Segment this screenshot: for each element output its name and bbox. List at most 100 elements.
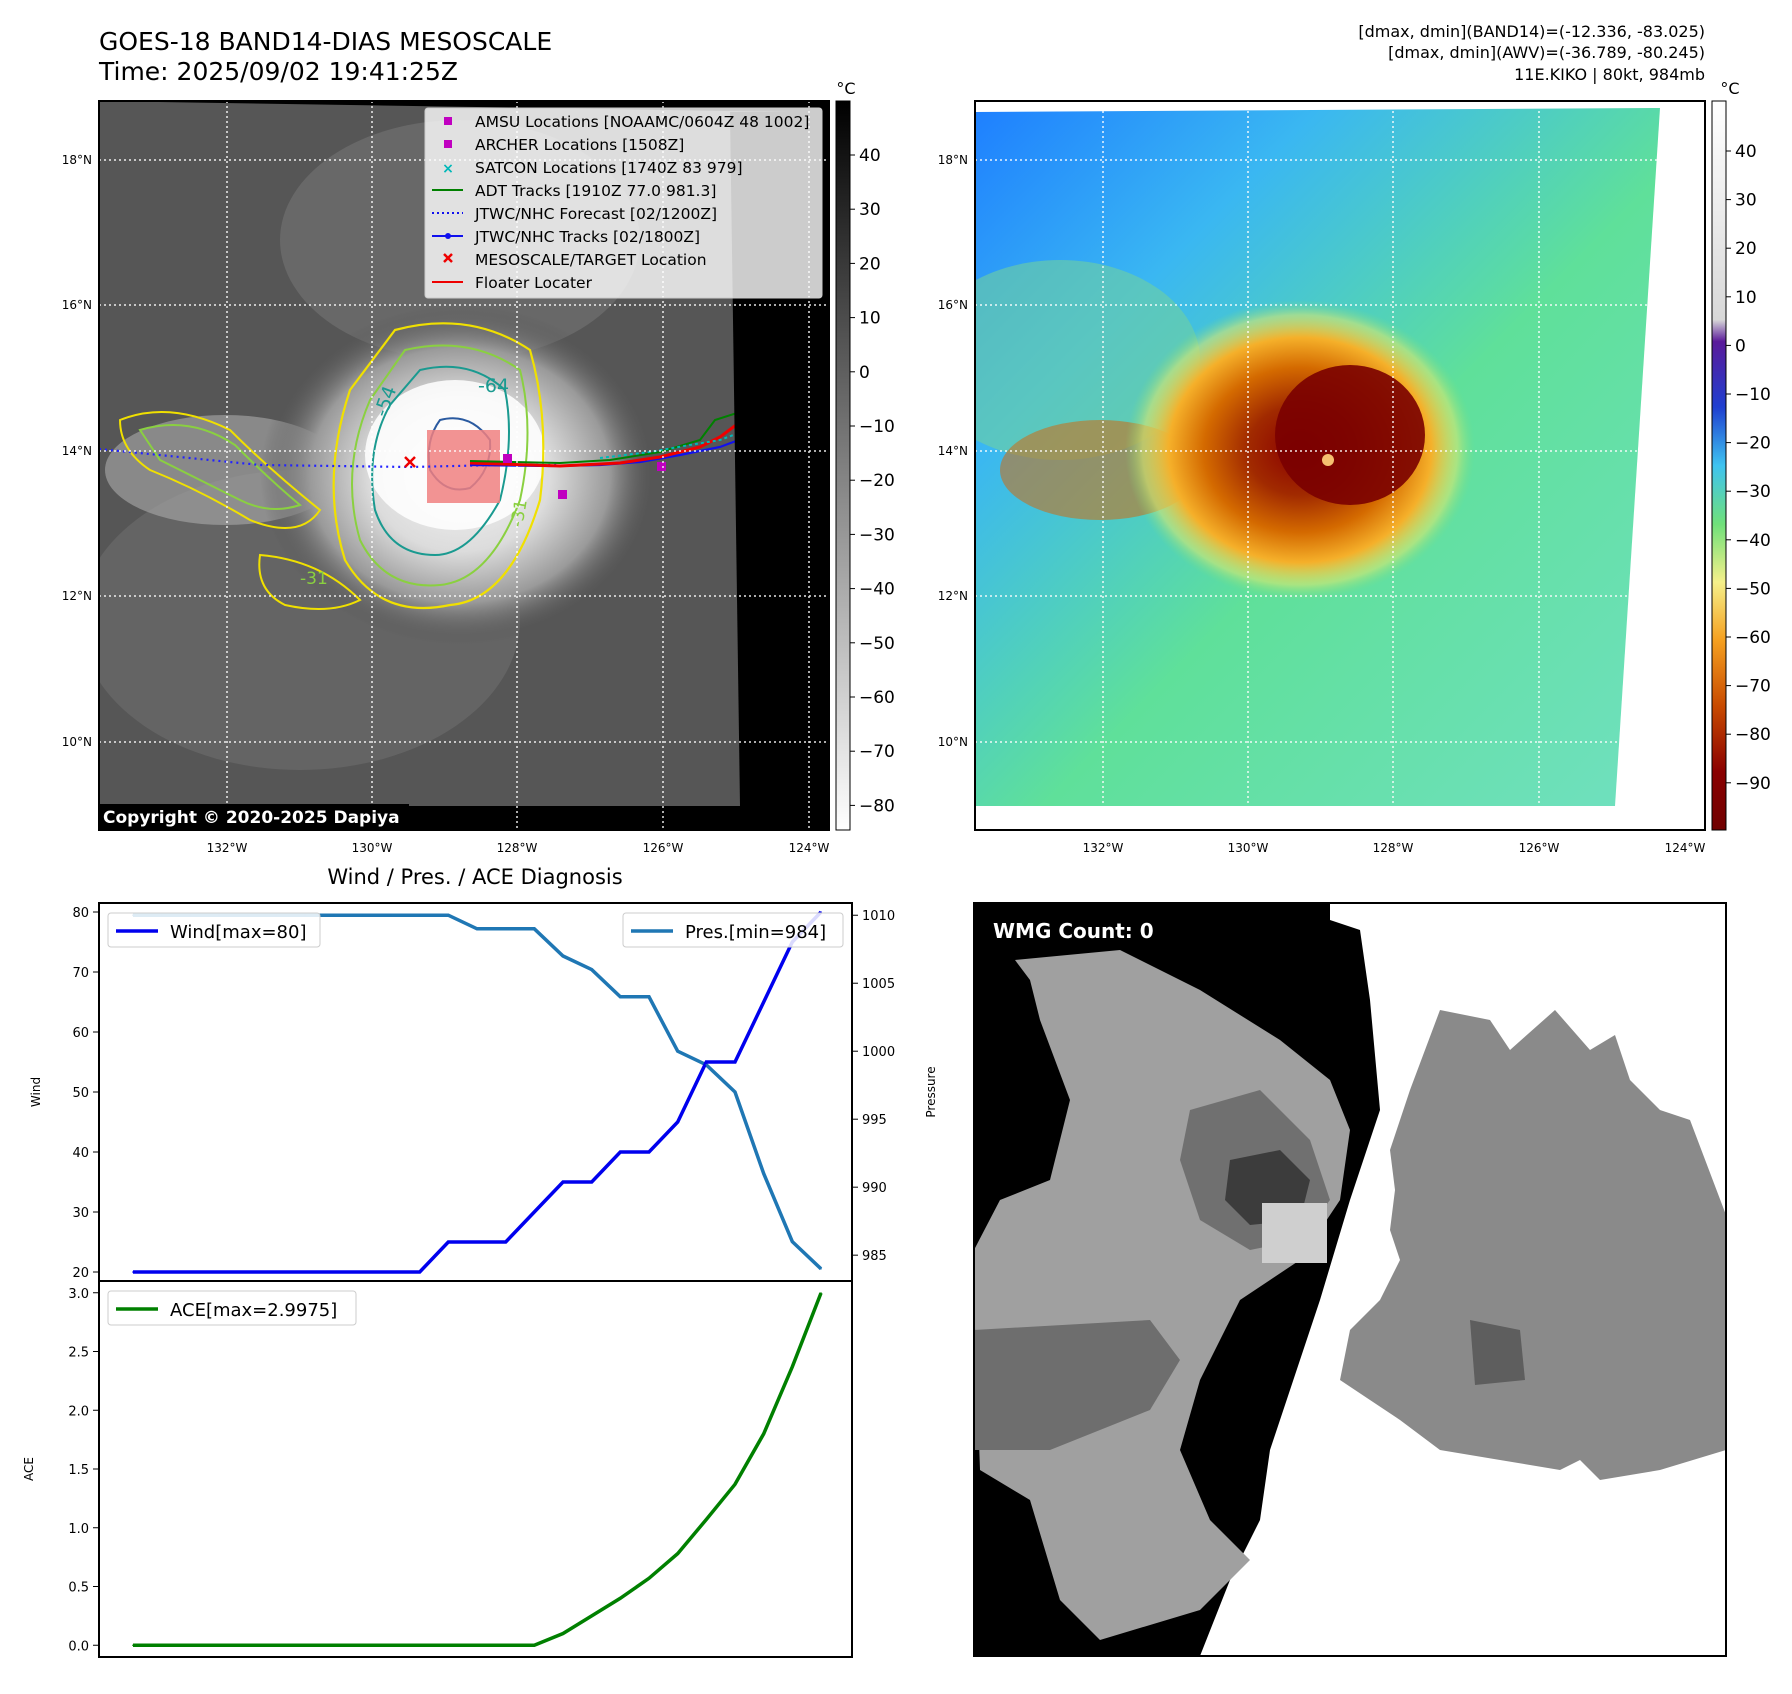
wind-point bbox=[332, 1271, 335, 1273]
color-colorbar-tick-label: −60 bbox=[1735, 628, 1771, 648]
color-colorbar-tick-label: −80 bbox=[1735, 725, 1771, 745]
ace-point bbox=[590, 1615, 593, 1617]
ace-point bbox=[762, 1432, 765, 1435]
ace-point bbox=[418, 1644, 421, 1647]
ace-point bbox=[132, 1644, 134, 1647]
map2-lat-18n: 18°N bbox=[938, 153, 968, 167]
wind-point bbox=[390, 1271, 392, 1273]
wind-y-tick-label: 80 bbox=[72, 906, 89, 921]
color-colorbar-tick-label: 10 bbox=[1735, 288, 1757, 308]
gray-colorbar-tick-label: 10 bbox=[859, 309, 881, 329]
color-colorbar-unit: °C bbox=[1720, 79, 1739, 98]
gray-colorbar-ramp bbox=[835, 100, 851, 831]
ir-color-map-panel: 18°N 16°N 14°N 12°N 10°N 132°W 130°W 128… bbox=[938, 100, 1706, 855]
gray-colorbar-tick-label: −80 bbox=[859, 796, 895, 816]
amsu-marker bbox=[503, 454, 512, 463]
gray-colorbar-tick-label: 20 bbox=[859, 254, 881, 274]
wind-legend-label: Wind[max=80] bbox=[170, 922, 307, 943]
ace-axis-label: ACE bbox=[22, 1457, 36, 1481]
wind-y-ticks: 80 70 60 50 40 30 20 bbox=[72, 906, 99, 1281]
wind-point bbox=[132, 1271, 134, 1273]
ace-point bbox=[676, 1552, 679, 1555]
lat-label-14n: 14°N bbox=[62, 444, 92, 458]
wind-data-points bbox=[132, 911, 822, 1273]
gray-colorbar-tick-label: −30 bbox=[859, 525, 895, 545]
legend-symbol-archer bbox=[444, 140, 452, 148]
pressure-legend-label: Pres.[min=984] bbox=[685, 922, 826, 943]
wind-point bbox=[304, 1271, 306, 1273]
ace-point bbox=[275, 1644, 278, 1647]
wind-legend-box bbox=[107, 912, 321, 948]
map2-lon-130w: 130°W bbox=[1228, 841, 1269, 855]
wind-point bbox=[705, 1061, 708, 1063]
legend-label-nhc-track: JTWC/NHC Tracks [02/1800Z] bbox=[474, 228, 700, 246]
ir-eye bbox=[1322, 454, 1334, 466]
wind-y-tick-label: 20 bbox=[72, 1266, 89, 1281]
pressure-point bbox=[791, 1240, 794, 1243]
ace-y-tick-label: 0.0 bbox=[68, 1639, 89, 1654]
wind-point bbox=[734, 1061, 736, 1063]
wind-y-tick-label: 30 bbox=[72, 1206, 89, 1221]
legend-label-target: MESOSCALE/TARGET Location bbox=[475, 251, 707, 269]
ace-point bbox=[189, 1644, 192, 1647]
pressure-point bbox=[820, 1267, 822, 1270]
wind-point bbox=[533, 1211, 536, 1213]
ace-point bbox=[562, 1632, 564, 1635]
color-colorbar-tick-label: −20 bbox=[1735, 434, 1771, 454]
ace-point bbox=[332, 1644, 335, 1647]
pressure-point bbox=[562, 955, 564, 957]
gray-colorbar-tick-label: 30 bbox=[859, 200, 881, 220]
wmg-count-label: WMG Count: 0 bbox=[993, 919, 1154, 943]
ace-point bbox=[447, 1644, 450, 1647]
ace-point bbox=[218, 1644, 220, 1647]
ace-point bbox=[791, 1365, 794, 1368]
wind-y-tick-label: 60 bbox=[72, 1026, 89, 1041]
wind-point bbox=[820, 911, 822, 913]
ace-y-tick-label: 2.0 bbox=[68, 1404, 89, 1419]
pressure-point bbox=[447, 914, 450, 917]
lon-label-128w: 128°W bbox=[497, 841, 538, 855]
pressure-point bbox=[418, 914, 421, 917]
gray-colorbar: °C 40 30 20 10 0 −10 −20 −30 −40 −50 −60 −70 −80 bbox=[835, 79, 895, 831]
wind-legend: Wind[max=80] bbox=[107, 912, 321, 948]
wmg-frame bbox=[973, 902, 1727, 1657]
ace-y-tick-label: 0.5 bbox=[68, 1581, 89, 1596]
legend-label-floater: Floater Locater bbox=[475, 274, 593, 292]
pressure-point bbox=[705, 1064, 708, 1066]
ace-point bbox=[533, 1644, 536, 1647]
wind-point bbox=[476, 1241, 478, 1243]
lat-label-16n: 16°N bbox=[62, 298, 92, 312]
archer-marker-2 bbox=[657, 462, 666, 471]
wind-point bbox=[160, 1271, 163, 1273]
wind-y-tick-label: 50 bbox=[72, 1086, 89, 1101]
wmg-panel: WMG Count: 0 bbox=[973, 902, 1727, 1657]
diagnosis-title: Wind / Pres. / ACE Diagnosis bbox=[327, 865, 622, 889]
lon-label-130w: 130°W bbox=[352, 841, 393, 855]
wind-point bbox=[246, 1271, 249, 1273]
ace-point bbox=[160, 1644, 163, 1647]
pressure-y-tick-label: 990 bbox=[862, 1181, 887, 1196]
contour-label-1: -64 bbox=[478, 375, 509, 397]
lat-label-18n: 18°N bbox=[62, 153, 92, 167]
legend-symbol-satcon: × bbox=[442, 161, 454, 177]
ace-point bbox=[648, 1577, 650, 1580]
pressure-y-ticks: 1010 1005 1000 995 990 985 bbox=[852, 909, 895, 1264]
pressure-y-tick-label: 995 bbox=[862, 1113, 887, 1128]
color-colorbar-tick-label: −10 bbox=[1735, 385, 1771, 405]
map2-lon-132w: 132°W bbox=[1083, 841, 1124, 855]
contour-band-yellow bbox=[118, 411, 322, 529]
ace-chart: 3.0 2.5 2.0 1.5 1.0 0.5 0.0 ACE ACE[max=2.9975… bbox=[22, 1280, 853, 1658]
pressure-axis-label: Pressure bbox=[924, 1066, 938, 1117]
floater-box bbox=[427, 430, 500, 503]
pressure-point bbox=[676, 1050, 679, 1053]
lon-label-124w: 124°W bbox=[789, 841, 830, 855]
wind-y-tick-label: 40 bbox=[72, 1146, 89, 1161]
pressure-point bbox=[533, 928, 536, 930]
pressure-point bbox=[476, 928, 478, 930]
gray-colorbar-tick-label: −50 bbox=[859, 634, 895, 654]
lat-label-12n: 12°N bbox=[62, 589, 92, 603]
ace-legend-box bbox=[107, 1290, 357, 1326]
wind-point bbox=[275, 1271, 278, 1273]
wind-point bbox=[504, 1241, 507, 1243]
